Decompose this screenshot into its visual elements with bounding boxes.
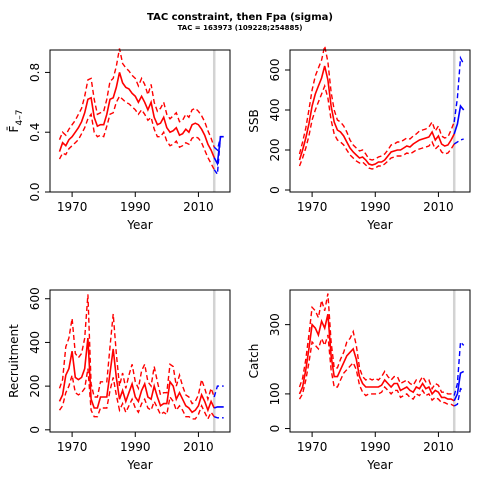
fbar-y-axis-title-main: F̄ [7, 125, 21, 132]
ssb-y-tick-label: 200 [268, 139, 282, 162]
ssb-forecast-mid-line [453, 104, 465, 135]
recruitment-history-high-line [58, 294, 215, 405]
catch-x-axis-title: Year [366, 458, 392, 472]
ssb-x-axis-title: Year [366, 218, 392, 232]
recruitment-panel: 1970 1990 2010 0 200 400 600 Year Recruitment [7, 287, 231, 472]
ssb-forecast-low-line [453, 138, 464, 145]
recruitment-forecast-mid-line [213, 406, 224, 409]
ssb-y-tick-label: 400 [268, 99, 282, 122]
catch-x-tick-label: 1990 [360, 440, 391, 454]
fbar-x-tick-label: 1970 [57, 200, 88, 214]
catch-history-mid-line [298, 314, 455, 402]
catch-y-tick-label: 300 [268, 313, 282, 336]
figure-title: TAC constraint, then Fpa (sigma) [147, 12, 333, 23]
fbar-y-tick-label: 0.4 [28, 123, 42, 142]
chart-panels: 1970 1990 2010 0.0 0.4 0.8 Year F̄4–7 1970 1990 20… [7, 45, 471, 472]
recruitment-y-tick-label: 600 [28, 287, 42, 310]
figure-subtitle: TAC = 163973 (109228;254885) [178, 24, 303, 32]
recruitment-x-axis-title: Year [126, 458, 152, 472]
catch-y-tick-label: 0 [268, 425, 282, 433]
recruitment-plot-frame [49, 289, 231, 433]
recruitment-x-tick-label: 2010 [183, 440, 214, 454]
fbar-x-axis-title: Year [126, 218, 152, 232]
ssb-panel: 1970 1990 2010 0 200 400 600 Year SSB [247, 45, 471, 232]
fbar-x-tick-label: 2010 [183, 200, 214, 214]
fbar-history-high-line [58, 48, 215, 148]
catch-history-high-line [298, 293, 455, 397]
catch-panel: 1970 1990 2010 0 100 300 Year Catch [247, 289, 471, 472]
fbar-y-tick-label: 0.0 [28, 182, 42, 201]
ssb-x-tick-label: 1970 [297, 200, 328, 214]
catch-forecast-high-line [453, 340, 465, 396]
fbar-y-axis-title-subscript: 4–7 [15, 110, 25, 126]
recruitment-y-tick-label: 200 [28, 375, 42, 398]
recruitment-forecast-high-line [213, 385, 224, 398]
catch-x-tick-label: 1970 [297, 440, 328, 454]
ssb-y-tick-label: 600 [268, 59, 282, 82]
recruitment-history-mid-line [58, 338, 215, 414]
recruitment-y-tick-label: 0 [28, 426, 42, 434]
catch-history-low-line [298, 334, 455, 407]
ssb-history-mid-line [298, 65, 455, 166]
ssb-history-high-line [298, 45, 455, 161]
recruitment-y-tick-label: 400 [28, 331, 42, 354]
recruitment-history-low-line [58, 368, 215, 421]
fbar-forecast-mid-line [213, 135, 224, 167]
fbar-y-tick-label: 0.8 [28, 63, 42, 82]
catch-forecast-low-line [453, 387, 465, 407]
fbar-history-low-line [58, 95, 215, 170]
fbar-plot-frame [49, 49, 231, 193]
ssb-plot-frame [289, 49, 471, 193]
fbar-panel: 1970 1990 2010 0.0 0.4 0.8 Year F̄4–7 [7, 48, 231, 232]
recruitment-x-tick-label: 1970 [57, 440, 88, 454]
recruitment-x-tick-label: 1990 [120, 440, 151, 454]
ssb-y-axis-title: SSB [247, 109, 261, 132]
fbar-history-mid-line [58, 72, 215, 158]
catch-y-tick-label: 100 [268, 382, 282, 405]
catch-forecast-mid-line [453, 370, 465, 402]
fbar-y-axis-title: F̄4–7 [7, 110, 25, 133]
catch-plot-frame [289, 289, 471, 433]
catch-y-axis-title: Catch [247, 344, 261, 379]
ssb-x-tick-label: 2010 [423, 200, 454, 214]
ssb-history-low-line [298, 83, 455, 170]
recruitment-forecast-low-line [213, 416, 224, 419]
fbar-x-tick-label: 1990 [120, 200, 151, 214]
ssb-y-tick-label: 0 [268, 186, 282, 194]
ssb-forecast-high-line [453, 55, 465, 123]
recruitment-y-axis-title: Recruitment [7, 324, 21, 398]
catch-x-tick-label: 2010 [423, 440, 454, 454]
ssb-x-tick-label: 1990 [360, 200, 391, 214]
